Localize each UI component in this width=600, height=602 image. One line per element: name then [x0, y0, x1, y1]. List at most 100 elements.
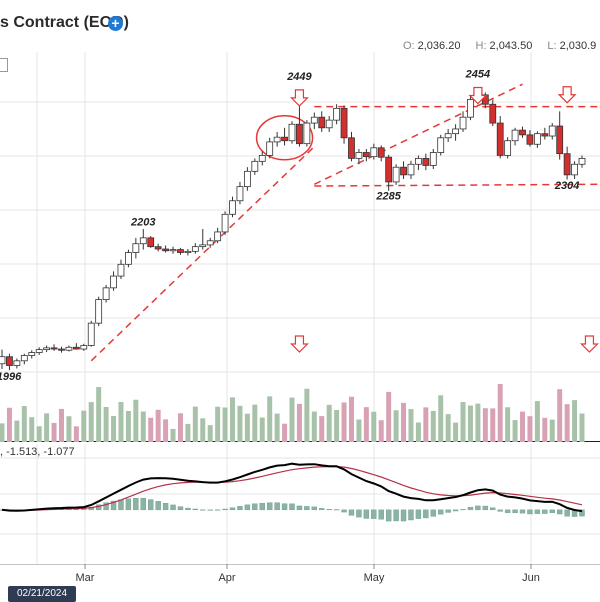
candle-body: [385, 156, 393, 183]
histogram-bar: [266, 502, 273, 511]
histogram-bar: [385, 509, 392, 522]
candle-body: [362, 152, 370, 158]
panel-handle[interactable]: [0, 58, 8, 72]
candle-body: [526, 134, 534, 145]
histogram-bar: [333, 509, 340, 511]
volume-bar: [549, 419, 555, 442]
candle-body: [400, 166, 407, 176]
histogram-bar: [140, 497, 146, 511]
candle-body: [548, 125, 556, 137]
histogram-bar: [237, 506, 243, 511]
price-panel: 1996 2203 2449 2454 2285 2304: [0, 52, 600, 442]
histogram-bar: [177, 506, 184, 511]
down-arrow-icon: [289, 89, 309, 107]
price-label: 2203: [130, 216, 155, 228]
volume-bar: [430, 410, 436, 442]
candle-body: [87, 322, 95, 346]
candle-body: [43, 347, 51, 351]
histogram-bar: [371, 509, 377, 519]
candle-body: [95, 299, 103, 324]
candle-body: [370, 147, 378, 158]
candle-body: [162, 248, 169, 252]
volume-bar: [200, 418, 206, 442]
volume-bar: [222, 407, 228, 442]
histogram-bar: [490, 507, 496, 511]
candle-body: [229, 200, 236, 215]
price-label: 2285: [375, 191, 401, 203]
candle-body: [571, 163, 578, 176]
signal-line: [1, 465, 583, 511]
volume-bar: [177, 413, 183, 442]
histogram-bar: [348, 509, 355, 516]
histogram-bar: [118, 499, 124, 511]
histogram-bar: [519, 509, 526, 514]
candle-body: [0, 356, 6, 365]
candlesticks: [0, 91, 586, 371]
macd-values: , -1.513, -1.077: [0, 446, 75, 458]
price-label: 2304: [554, 180, 579, 192]
histogram-bar: [319, 508, 325, 511]
histogram-bar: [430, 509, 436, 517]
volume-bar: [453, 422, 459, 442]
chart-title: s Contract (EOD): [0, 14, 129, 31]
candle-body: [13, 360, 21, 366]
down-arrow-icon: [289, 335, 309, 353]
price-label: 1996: [0, 371, 22, 383]
candle-body: [296, 123, 303, 145]
volume-bar: [252, 404, 258, 442]
high-value: 2,043.50: [489, 40, 533, 52]
volume-bar: [520, 411, 526, 442]
volume-bar: [482, 408, 488, 442]
candle-body: [20, 355, 28, 362]
histogram-bar: [192, 508, 199, 511]
candle-body: [533, 133, 541, 145]
candle-body: [169, 249, 177, 252]
volume-bar: [378, 420, 384, 442]
candle-body: [6, 356, 13, 366]
histogram-bar: [460, 509, 466, 511]
volume-bar: [423, 407, 429, 442]
histogram-bar: [229, 507, 236, 511]
volume-bar: [512, 420, 518, 442]
histogram-bar: [393, 509, 399, 522]
volume-bar: [140, 411, 146, 442]
histogram-bar: [400, 509, 407, 522]
plus-circle-icon[interactable]: +: [108, 16, 123, 31]
volume-bar: [96, 387, 102, 442]
volume-bar: [148, 417, 154, 442]
volume-bar: [163, 419, 169, 442]
histogram-bar: [125, 498, 132, 511]
volume-bar: [81, 410, 87, 442]
candle-body: [102, 287, 110, 301]
volume-bar: [103, 407, 109, 442]
volume-bar: [73, 426, 79, 442]
candle-body: [125, 252, 132, 265]
volume-bar: [304, 388, 310, 442]
volume-bar: [334, 410, 340, 442]
down-arrow-icon: [557, 86, 577, 104]
volume-bar: [230, 397, 236, 442]
price-label: 2454: [465, 69, 490, 81]
volume-bar: [267, 396, 273, 442]
candle-body: [511, 129, 519, 142]
histogram-bar: [289, 503, 295, 511]
histogram-bar: [549, 509, 555, 513]
down-arrow-icon: [468, 86, 488, 105]
histogram-bar: [497, 509, 503, 512]
volume-bar: [133, 399, 139, 442]
histogram-bar: [170, 504, 176, 511]
histogram-bar: [110, 500, 117, 511]
candle-body: [444, 133, 452, 139]
volume-bar: [207, 425, 213, 442]
candle-body: [221, 213, 229, 233]
histogram-bar: [281, 503, 288, 511]
volume-bar: [259, 417, 265, 442]
histogram-bar: [222, 508, 228, 511]
volume-bar: [14, 420, 20, 442]
volume-bar: [44, 413, 50, 442]
volume-bars: [0, 384, 585, 442]
volume-bar: [348, 396, 354, 442]
histogram-bar: [244, 504, 251, 511]
histogram-bar: [296, 505, 303, 511]
histogram-bar: [445, 509, 451, 513]
